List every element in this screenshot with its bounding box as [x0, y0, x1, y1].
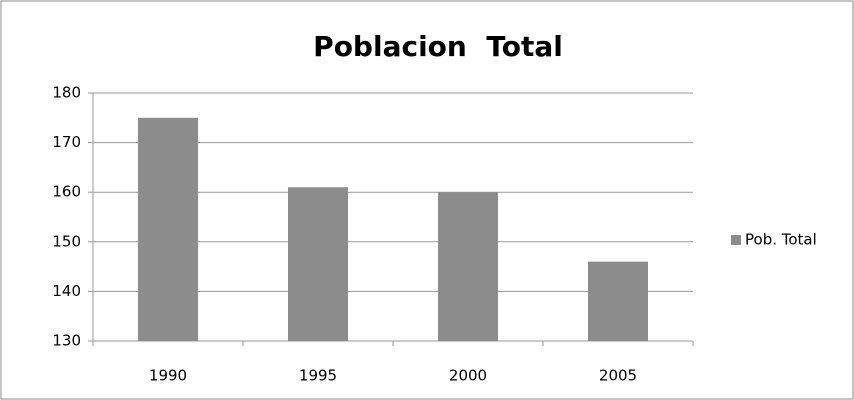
- legend-swatch: [731, 235, 741, 245]
- chart-title: Poblacion Total: [313, 30, 563, 63]
- x-tick-label: 2005: [599, 367, 637, 385]
- bar: [588, 261, 648, 341]
- y-tick-label: 150: [52, 232, 81, 250]
- x-tick-label: 1995: [299, 367, 337, 385]
- y-tick-label: 140: [52, 282, 81, 300]
- y-tick-label: 180: [52, 84, 81, 102]
- legend-label: Pob. Total: [745, 231, 817, 249]
- bar: [438, 192, 498, 341]
- y-tick-label: 130: [52, 332, 81, 350]
- bar: [138, 117, 198, 341]
- x-tick-label: 2000: [449, 367, 487, 385]
- y-tick-label: 170: [52, 133, 81, 151]
- y-tick-label: 160: [52, 183, 81, 201]
- bar: [288, 187, 348, 341]
- x-tick-label: 1990: [149, 367, 187, 385]
